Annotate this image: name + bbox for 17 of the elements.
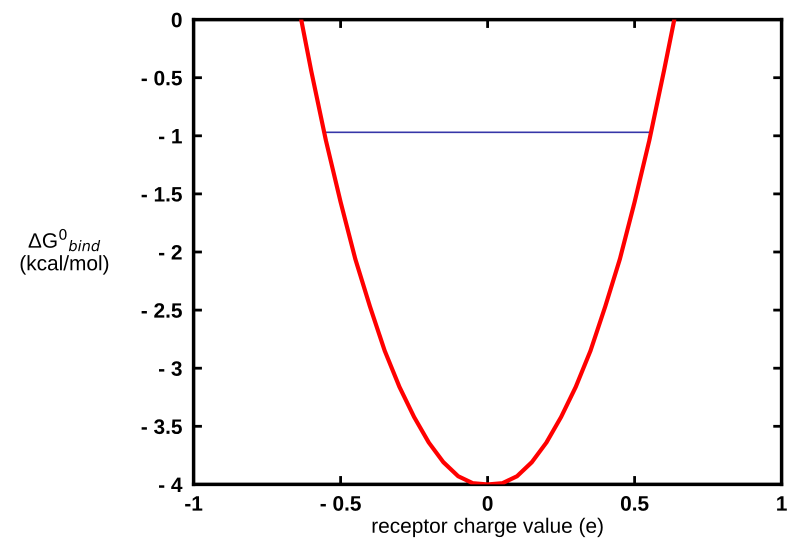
x-tick-label: -1 (185, 496, 202, 511)
y-tick-label: - 4 (158, 478, 182, 492)
y-tick-label: 0 (172, 12, 182, 28)
y-tick-label: - 2 (158, 245, 182, 260)
y-tick-label: - 3.5 (142, 419, 182, 434)
x-tick-label: - 0.5 (320, 496, 361, 511)
x-tick-label: 0 (482, 496, 493, 511)
line-series (299, 20, 676, 484)
x-tick-label: 1 (777, 496, 787, 511)
y-tick-label: - 0.5 (142, 70, 182, 86)
x-axis-title: receptor charge value (e) (372, 518, 603, 538)
y-tick-label: - 1 (158, 129, 182, 144)
y-tick-label: - 3 (158, 361, 182, 376)
y-axis-title: ΔG$^{0}$$_{bind}$ (kcal/mol) (20, 228, 108, 275)
x-tick-label: 0.5 (620, 496, 648, 511)
y-tick-label: - 1.5 (142, 187, 182, 202)
y-tick-label: - 2.5 (142, 303, 182, 318)
